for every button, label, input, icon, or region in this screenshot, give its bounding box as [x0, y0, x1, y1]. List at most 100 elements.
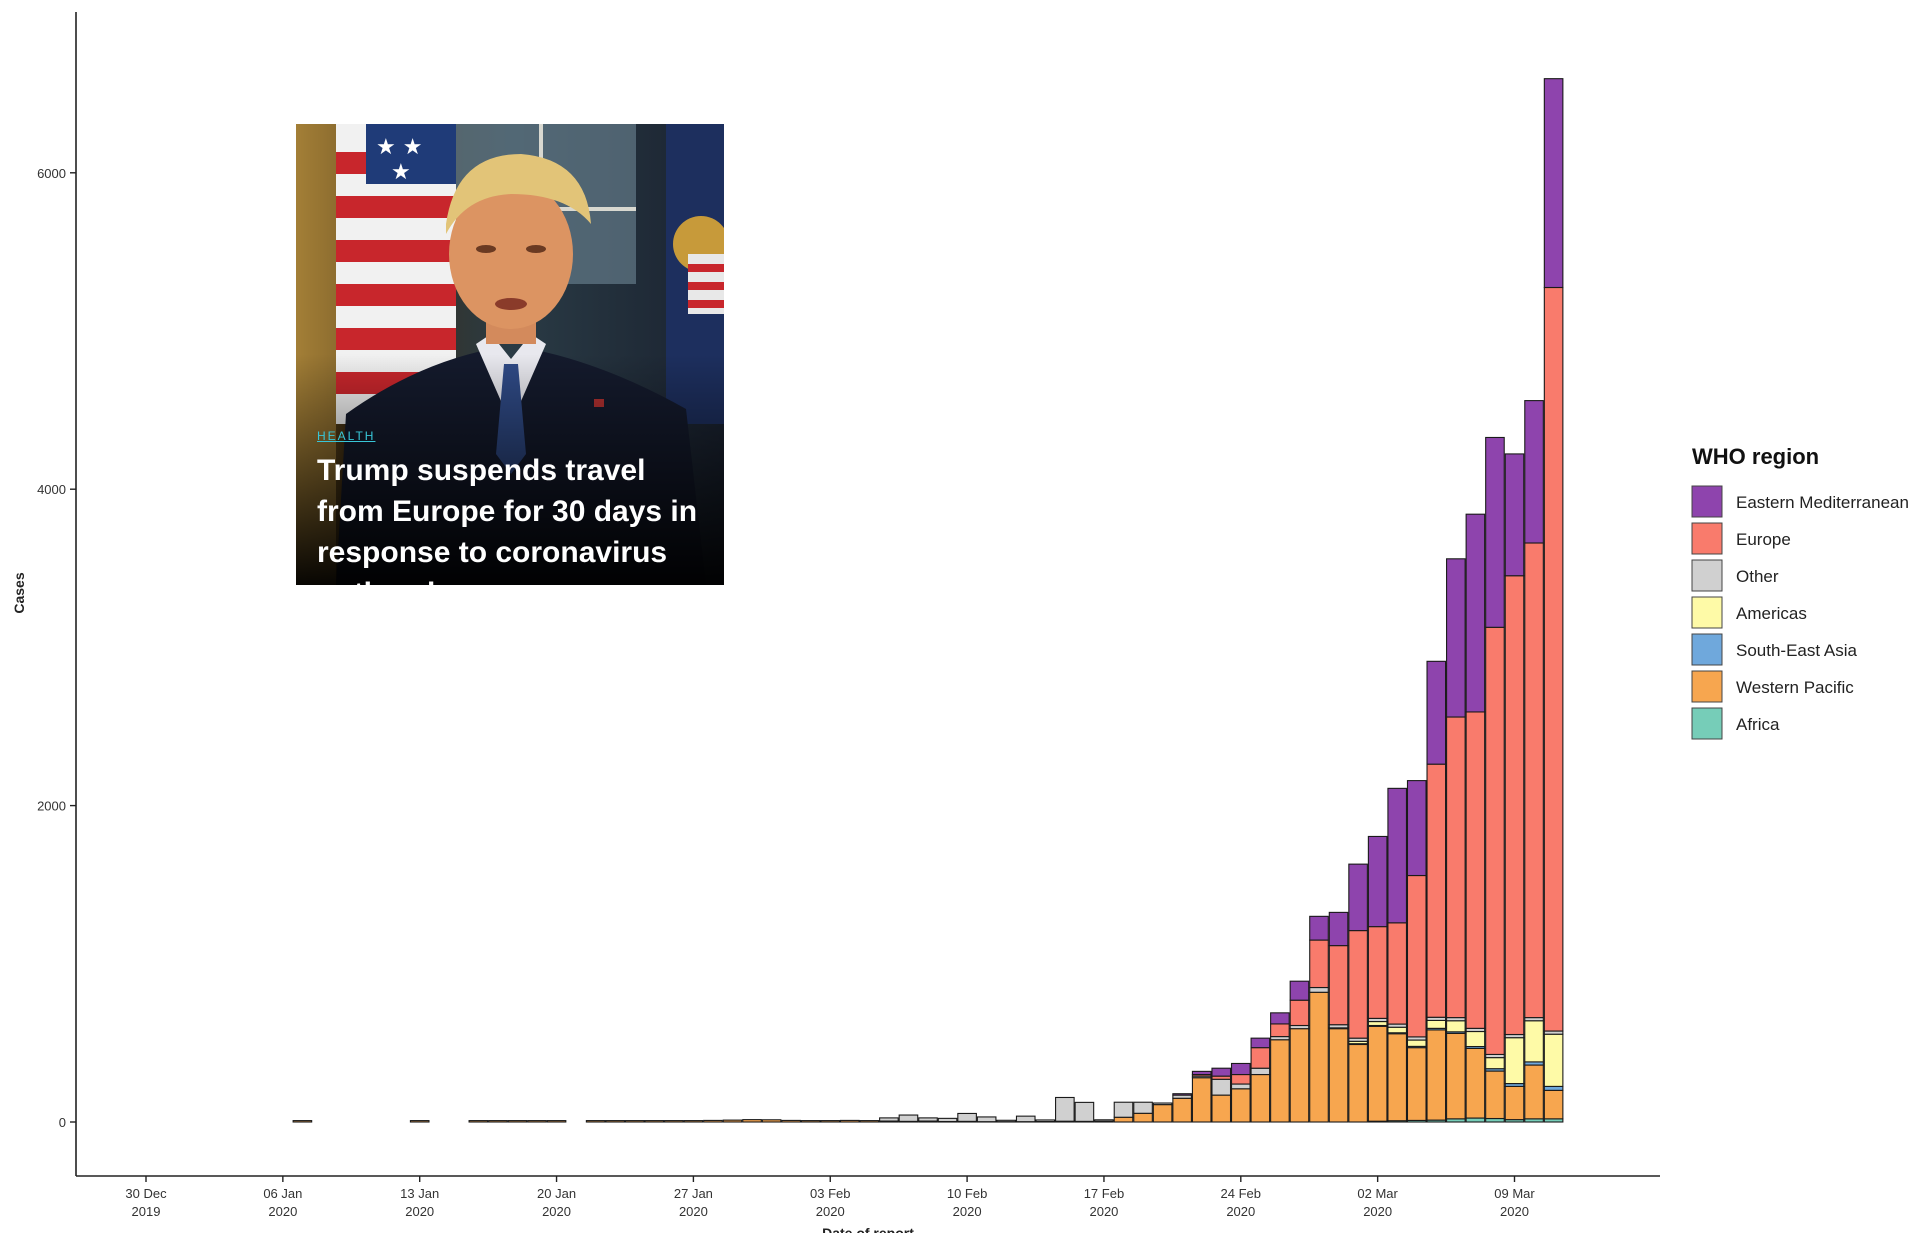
bar-segment	[624, 1120, 645, 1123]
bar-segment	[781, 1119, 801, 1123]
bar-segment	[1387, 1033, 1408, 1122]
bar-segment	[1387, 922, 1408, 1025]
bar-segment	[1387, 787, 1408, 924]
x-tick-label: 13 Jan	[400, 1186, 439, 1201]
bar-segment	[1074, 1101, 1095, 1122]
bar-segment	[1191, 1070, 1212, 1076]
x-tick-label: 20 Jan	[537, 1186, 576, 1201]
bar-segment	[937, 1117, 958, 1123]
bar-segment	[1250, 1067, 1271, 1076]
bar-segment	[1230, 1062, 1251, 1076]
x-tick-label: 09 Mar	[1494, 1186, 1535, 1201]
news-photo: ★ ★ ★	[296, 124, 724, 585]
bar-segment	[918, 1117, 938, 1122]
bar-segment	[800, 1120, 821, 1123]
bar-segment	[1230, 1083, 1251, 1090]
x-tick-label: 03 Feb	[810, 1186, 850, 1201]
svg-text:★ ★: ★ ★	[376, 135, 422, 160]
bar-segment	[1015, 1115, 1036, 1123]
bar-segment	[1524, 400, 1544, 544]
bar-segment	[1504, 575, 1525, 1036]
bar-segment	[742, 1119, 762, 1123]
bar-segment	[1524, 542, 1544, 1019]
bar-segment	[1543, 286, 1564, 1032]
bar-segment	[1172, 1093, 1192, 1096]
bar-segment	[1309, 991, 1329, 1123]
bar-segment	[1191, 1077, 1212, 1123]
x-tick-label-year: 2020	[679, 1204, 708, 1219]
x-tick-label-year: 2020	[816, 1204, 845, 1219]
bar-segment	[1348, 863, 1368, 932]
bar-segment	[1426, 1029, 1447, 1121]
bar-segment	[1172, 1097, 1192, 1123]
bar-segment	[1367, 926, 1388, 1019]
legend-swatch	[1691, 559, 1723, 592]
legend-label: Europe	[1736, 530, 1791, 549]
x-tick-label: 02 Mar	[1357, 1186, 1398, 1201]
bar-segment	[839, 1119, 860, 1123]
bar-segment	[1485, 436, 1505, 628]
bar-segment	[1094, 1119, 1114, 1122]
x-axis-title: Date of report	[822, 1225, 914, 1233]
legend: WHO region Eastern Mediterranean Europe Ot…	[1691, 444, 1909, 740]
bar-segment	[1524, 1020, 1544, 1063]
bar-segment	[1543, 1085, 1564, 1091]
legend-swatch	[1691, 596, 1723, 629]
news-category-tag[interactable]: HEALTH	[317, 429, 376, 443]
bar-segment	[1426, 1019, 1447, 1029]
legend-label: Africa	[1736, 715, 1780, 734]
legend-label: Eastern Mediterranean	[1736, 493, 1909, 512]
legend-label: Americas	[1736, 604, 1807, 623]
bar-segment	[879, 1117, 899, 1122]
bar-segment	[1367, 835, 1388, 928]
bar-segment	[1406, 780, 1427, 877]
bar-segment	[1328, 945, 1349, 1026]
bar-segment	[1426, 763, 1447, 1018]
bar-segment	[1543, 1033, 1564, 1087]
bar-segment	[292, 1120, 313, 1123]
bar-segment	[1270, 1023, 1290, 1038]
bar-segment	[1446, 1032, 1466, 1120]
bar-segment	[1465, 513, 1486, 713]
x-tick-label: 27 Jan	[674, 1186, 713, 1201]
bar-segment	[1328, 911, 1349, 947]
bar-segment	[1270, 1039, 1290, 1123]
bar-segment	[527, 1120, 547, 1123]
bar-segment	[1485, 1057, 1505, 1070]
bar-segment	[468, 1120, 489, 1123]
x-tick-label-year: 2020	[1500, 1204, 1529, 1219]
legend-swatch	[1691, 522, 1723, 555]
bar-segment	[1250, 1047, 1271, 1069]
bar-segment	[1504, 1037, 1525, 1085]
bar-segment	[761, 1119, 782, 1123]
bar-segment	[1465, 711, 1486, 1029]
bar-segment	[1446, 716, 1466, 1019]
x-tick-label-year: 2020	[1089, 1204, 1118, 1219]
bar-segment	[1543, 1089, 1564, 1120]
x-tick-label-year: 2020	[1226, 1204, 1255, 1219]
bar-segment	[1465, 1047, 1486, 1119]
y-axis-title: Cases	[11, 572, 27, 613]
bar-segment	[1446, 1020, 1466, 1033]
bar-segment	[703, 1119, 723, 1123]
bar-segment	[1055, 1096, 1075, 1122]
news-card[interactable]: ★ ★ ★ HEALTH Trump suspends travel from …	[296, 124, 724, 585]
bar-segment	[409, 1120, 430, 1123]
bar-segment	[1250, 1037, 1271, 1049]
bar-segment	[976, 1116, 997, 1123]
bar-segment	[1543, 78, 1564, 289]
bar-segment	[1485, 1070, 1505, 1120]
bar-segment	[1465, 1117, 1486, 1123]
bar-segment	[1406, 874, 1427, 1038]
legend-swatch	[1691, 485, 1723, 518]
bar-segment	[1211, 1067, 1232, 1077]
legend-label: Other	[1736, 567, 1779, 586]
bar-segment	[1289, 999, 1310, 1027]
x-tick-label: 24 Feb	[1221, 1186, 1261, 1201]
x-tick-label: 06 Jan	[263, 1186, 302, 1201]
news-headline[interactable]: Trump suspends travel from Europe for 30…	[317, 454, 698, 585]
y-tick-label: 0	[59, 1115, 66, 1130]
svg-text:★: ★	[391, 160, 411, 185]
bar-segment	[1465, 1030, 1486, 1048]
